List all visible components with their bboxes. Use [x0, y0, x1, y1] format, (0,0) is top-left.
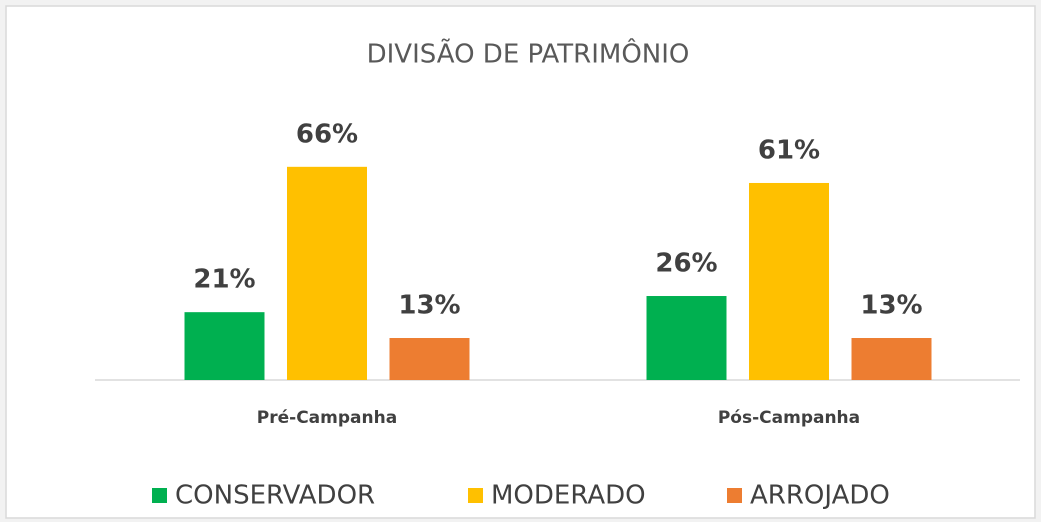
legend-label: CONSERVADOR	[175, 481, 375, 511]
bar	[389, 338, 470, 380]
x-tick-label: Pós-Campanha	[718, 408, 860, 428]
legend-label: ARROJADO	[750, 481, 890, 511]
chart-title: DIVISÃO DE PATRIMÔNIO	[367, 38, 690, 70]
bar	[184, 312, 265, 380]
x-tick-label: Pré-Campanha	[257, 408, 397, 428]
data-label: 61%	[758, 135, 820, 165]
legend-swatch	[468, 488, 483, 503]
bar	[287, 166, 367, 380]
data-label: 66%	[296, 119, 358, 149]
bar	[749, 182, 829, 380]
bar	[646, 296, 727, 380]
data-label: 13%	[860, 291, 922, 321]
legend-label: MODERADO	[491, 481, 646, 511]
bar	[851, 338, 932, 380]
legend-swatch	[152, 488, 167, 503]
data-label: 26%	[655, 249, 717, 279]
data-label: 21%	[193, 265, 255, 295]
chart-area	[5, 5, 1036, 519]
legend-swatch	[727, 488, 742, 503]
data-label: 13%	[398, 291, 460, 321]
